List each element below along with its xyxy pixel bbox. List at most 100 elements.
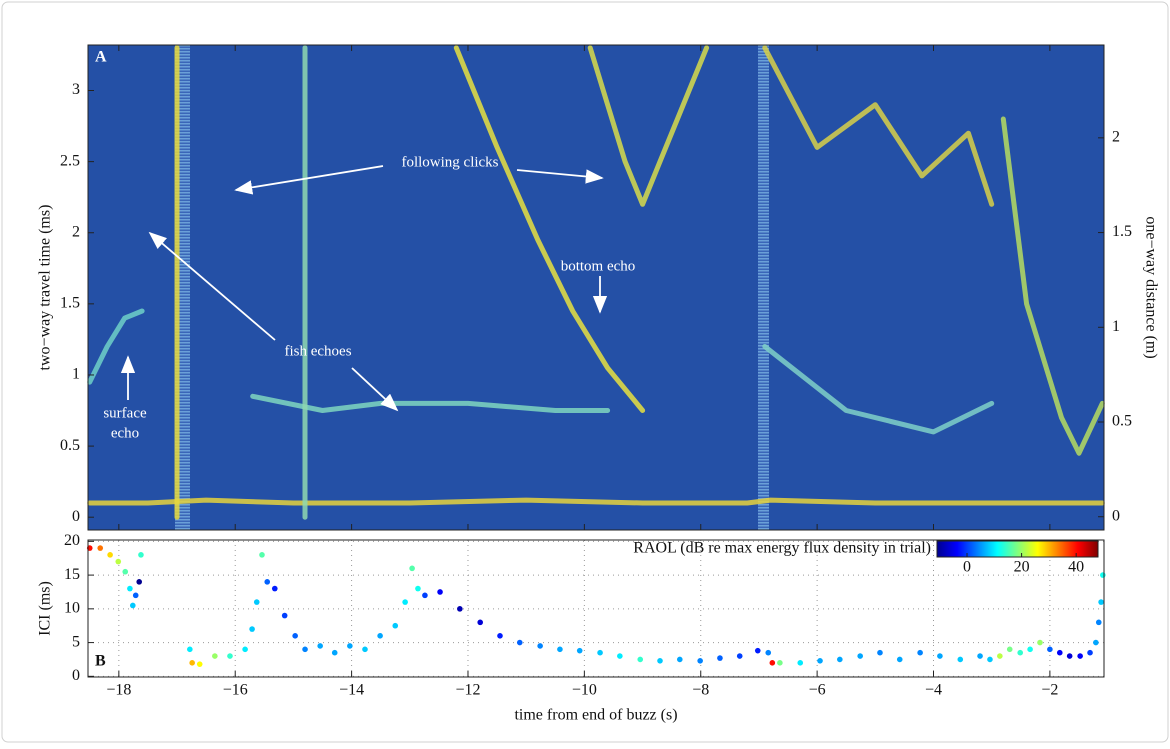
x-tick-label: −2 <box>1041 682 1058 699</box>
x-axis-label: time from end of buzz (s) <box>514 707 677 724</box>
ici-point <box>415 585 421 592</box>
ici-point <box>1095 619 1102 626</box>
ici-point <box>1066 653 1073 659</box>
ici-point <box>516 639 523 646</box>
ici-point <box>317 643 323 649</box>
ici-point <box>917 649 923 656</box>
x-tick-label: −16 <box>223 682 248 699</box>
ici-point <box>122 568 129 575</box>
colorbar-tick-label: 20 <box>1014 559 1030 576</box>
ici-point <box>497 633 503 639</box>
annotation: fish echoes <box>284 343 351 359</box>
y-tick-label: 1 <box>72 366 80 383</box>
colorbar <box>936 540 1099 558</box>
ici-point <box>477 619 484 626</box>
ici-point <box>676 656 683 663</box>
ici-point <box>877 649 883 656</box>
ici-point <box>437 589 443 595</box>
ici-point <box>189 660 195 666</box>
ici-point <box>331 649 338 656</box>
ici-point <box>769 660 776 666</box>
colorbar-tick-label: 0 <box>963 559 971 576</box>
ici-point <box>392 622 399 629</box>
ici-point <box>259 552 265 558</box>
annotation-arrow <box>351 367 399 412</box>
ici-point <box>797 660 804 666</box>
annotation: bottom echo <box>561 258 636 274</box>
y-tick-label: 15 <box>64 566 80 583</box>
x-tick-label: −14 <box>339 682 364 699</box>
echo-trace <box>453 45 646 413</box>
echo-trace <box>87 308 145 385</box>
ici-point <box>377 633 383 639</box>
ici-point <box>1056 649 1063 656</box>
ici-point <box>765 649 772 656</box>
annotation-arrow <box>148 231 276 341</box>
ici-point <box>997 653 1003 659</box>
annotation: echo <box>111 425 139 441</box>
ici-point <box>937 653 943 659</box>
ici-point <box>637 656 644 663</box>
ici-point <box>271 585 278 592</box>
ici-point <box>97 545 104 551</box>
ici-point <box>817 658 823 664</box>
ici-point <box>196 661 203 667</box>
ici-point <box>1047 646 1053 653</box>
ici-point <box>130 602 136 609</box>
ici-point <box>557 646 563 653</box>
y-tick-label: 2.5 <box>60 152 80 169</box>
x-tick-label: −6 <box>809 682 826 699</box>
annotation: A <box>95 49 107 66</box>
colorbar-label: RAOL (dB re max energy flux density in t… <box>633 540 931 557</box>
echo-trace <box>1000 116 1105 456</box>
ici-point <box>227 653 233 659</box>
ici-point <box>136 579 143 585</box>
ici-point <box>402 599 408 605</box>
ici-point <box>422 592 428 599</box>
ici-point <box>362 646 368 653</box>
annotation: surface <box>103 405 147 421</box>
ici-point <box>754 647 761 654</box>
ici-point <box>127 585 133 592</box>
ici-point <box>1027 646 1033 653</box>
y2-axis-label: one−way distance (m) <box>1142 216 1159 358</box>
x-tick-label: −8 <box>692 682 709 699</box>
y-tick-label: 20 <box>64 532 80 549</box>
ici-point <box>264 579 271 585</box>
y2-tick-label: 0 <box>1112 507 1120 524</box>
ici-point <box>212 653 218 659</box>
y-tick-label: 0 <box>72 508 80 525</box>
ici-point <box>1017 649 1024 656</box>
ici-point <box>281 612 288 619</box>
ici-point <box>302 646 308 653</box>
ici-point <box>1098 599 1104 605</box>
ici-panel: −18 −16 −14 −12 −10 −8 −6 −4 −2 time from end of … <box>37 532 1106 724</box>
ici-point <box>347 643 353 649</box>
colorbar-tick-label: 40 <box>1068 559 1084 576</box>
gap-band <box>758 45 769 530</box>
ici-point <box>657 658 663 664</box>
x-tick-label: −4 <box>925 682 942 699</box>
annotation-arrow <box>516 169 604 184</box>
y2-tick-label: 2 <box>1112 129 1120 146</box>
ici-point <box>717 655 723 661</box>
y-tick-label: 3 <box>72 81 80 98</box>
ici-point <box>1077 653 1083 659</box>
x-tick-label: −18 <box>106 682 131 699</box>
y-tick-label: 2 <box>72 223 80 240</box>
ici-point <box>736 653 743 659</box>
ici-point <box>409 565 415 572</box>
annotation: following clicks <box>401 154 498 170</box>
ici-point <box>1006 646 1013 653</box>
plot-frame <box>87 539 1105 678</box>
x-tick-label: −12 <box>455 682 480 699</box>
ici-point <box>132 592 139 599</box>
y2-tick-label: 1 <box>1112 318 1120 335</box>
ici-point <box>249 626 255 632</box>
ici-point <box>457 606 463 612</box>
ici-point <box>777 660 783 666</box>
ici-point <box>253 599 260 605</box>
ici-point <box>837 656 843 663</box>
y-axis-label: two−way travel time (ms) <box>37 205 54 371</box>
y-tick-label: 0.5 <box>60 437 80 454</box>
